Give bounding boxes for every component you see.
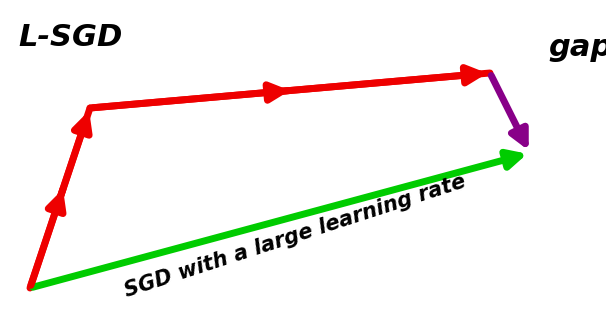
Text: SGD with a large learning rate: SGD with a large learning rate — [122, 171, 468, 301]
Text: gap: gap — [548, 33, 606, 63]
Text: L-SGD: L-SGD — [18, 24, 122, 52]
